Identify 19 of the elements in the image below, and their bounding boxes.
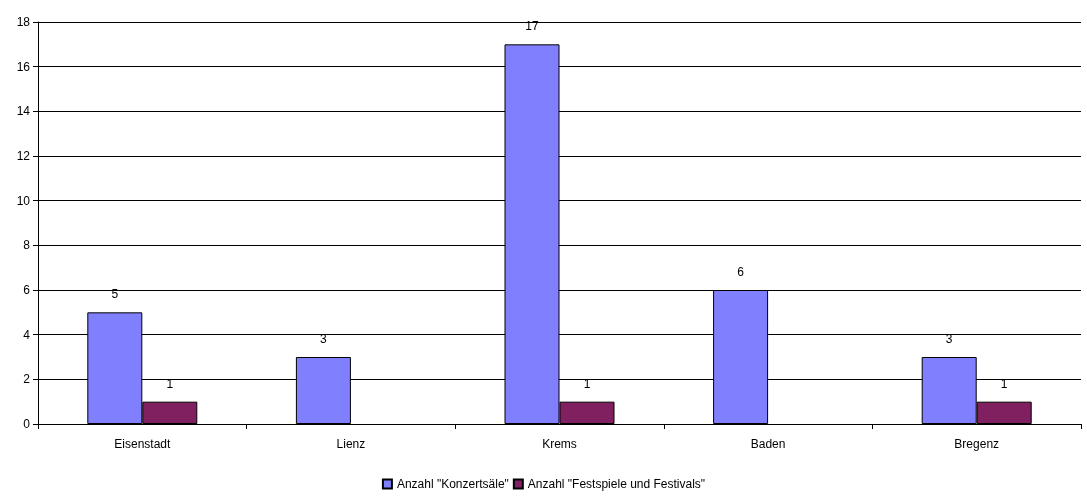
y-tick-label: 4 <box>23 327 31 342</box>
x-tick-label: Krems <box>542 437 577 451</box>
y-tick-label: 16 <box>16 59 31 74</box>
y-tick-label: 18 <box>16 15 31 29</box>
y-tick-label: 10 <box>16 193 31 208</box>
y-tick-label: 8 <box>23 238 31 253</box>
data-label: 5 <box>111 287 119 302</box>
legend-label: Anzahl "Konzertsäle" <box>396 477 509 491</box>
x-tick-label: Bregenz <box>954 437 1000 451</box>
x-tick-label: Eisenstadt <box>114 437 171 451</box>
x-tick-label: Lienz <box>336 437 366 451</box>
y-tick-label: 2 <box>23 372 31 387</box>
legend-label: Anzahl "Festspiele und Festivals" <box>527 477 706 491</box>
data-label: 6 <box>737 265 745 279</box>
y-tick-label: 14 <box>16 104 31 119</box>
x-tick-label: Baden <box>750 437 786 451</box>
y-tick-label: 6 <box>23 283 31 297</box>
y-tick-label: 0 <box>23 417 31 431</box>
y-tick-label: 12 <box>16 149 31 163</box>
